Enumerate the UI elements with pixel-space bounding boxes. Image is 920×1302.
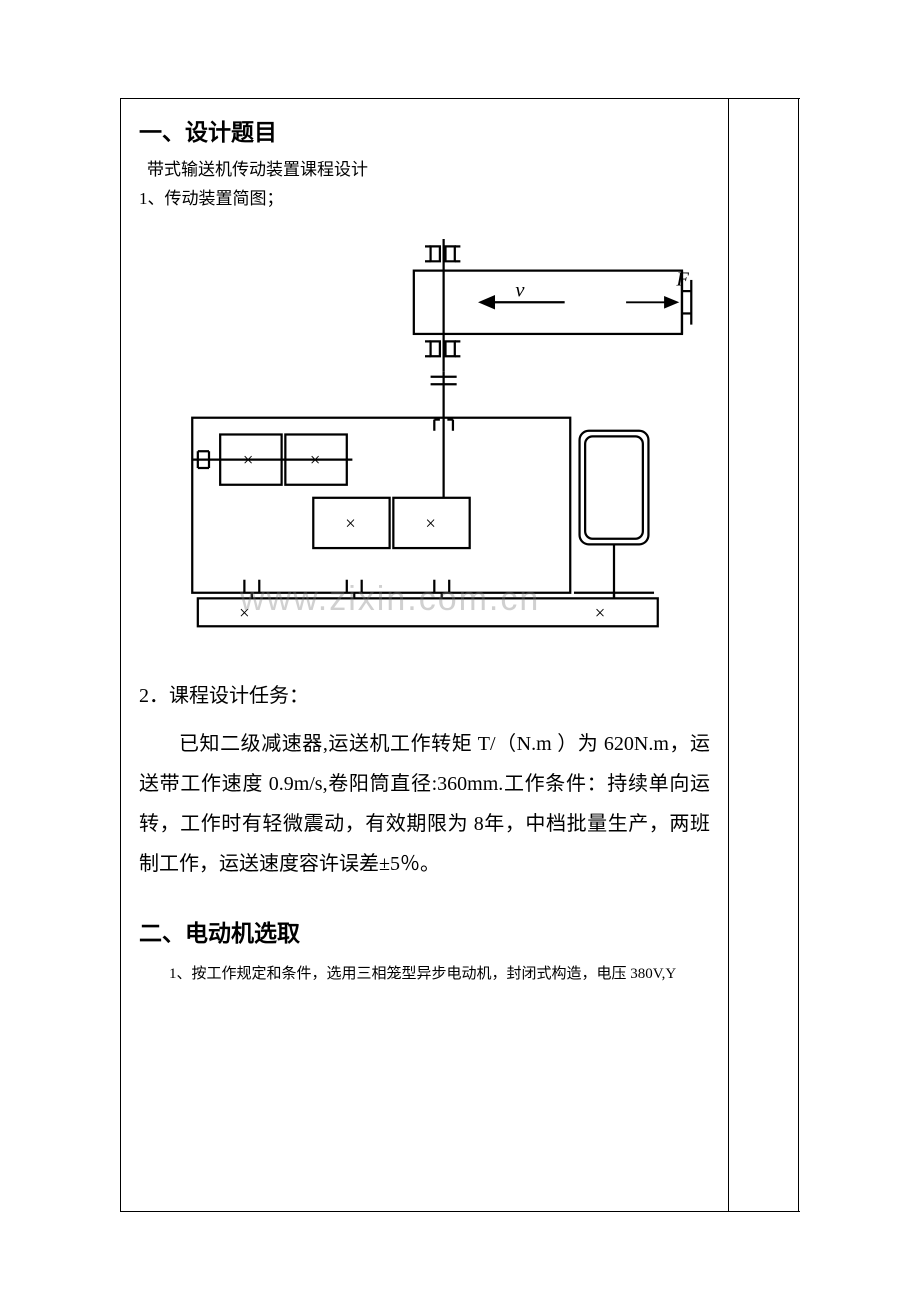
svg-text:×: × — [242, 450, 253, 471]
svg-text:×: × — [239, 603, 250, 624]
transmission-diagram: × × × × × × v F — [155, 221, 695, 661]
svg-text:×: × — [425, 513, 436, 534]
section2-heading: 二、电动机选取 — [139, 914, 710, 948]
section1-heading: 一、设计题目 — [139, 113, 710, 147]
diagram-container: × × × × × × v F — [139, 221, 710, 661]
svg-text:×: × — [594, 603, 605, 624]
page-frame: 一、设计题目 带式输送机传动装置课程设计 1、传动装置简图； — [120, 98, 800, 1212]
side-column — [729, 99, 799, 1211]
task-body: 已知二级减速器,运送机工作转矩 T/（N.m ）为 620N.m，运送带工作速度… — [139, 724, 710, 884]
svg-text:×: × — [345, 513, 356, 534]
task-heading: 2．课程设计任务： — [139, 679, 710, 708]
svg-text:v: v — [515, 280, 525, 302]
section1-item1: 1、传动装置简图； — [139, 184, 710, 209]
section1-subtitle: 带式输送机传动装置课程设计 — [147, 155, 710, 180]
svg-text:F: F — [675, 269, 689, 291]
section2-body: 1、按工作规定和条件，选用三相笼型异步电动机，封闭式构造，电压 380V,Y — [139, 962, 710, 988]
svg-text:×: × — [309, 450, 320, 471]
main-column: 一、设计题目 带式输送机传动装置课程设计 1、传动装置简图； — [121, 99, 729, 1211]
